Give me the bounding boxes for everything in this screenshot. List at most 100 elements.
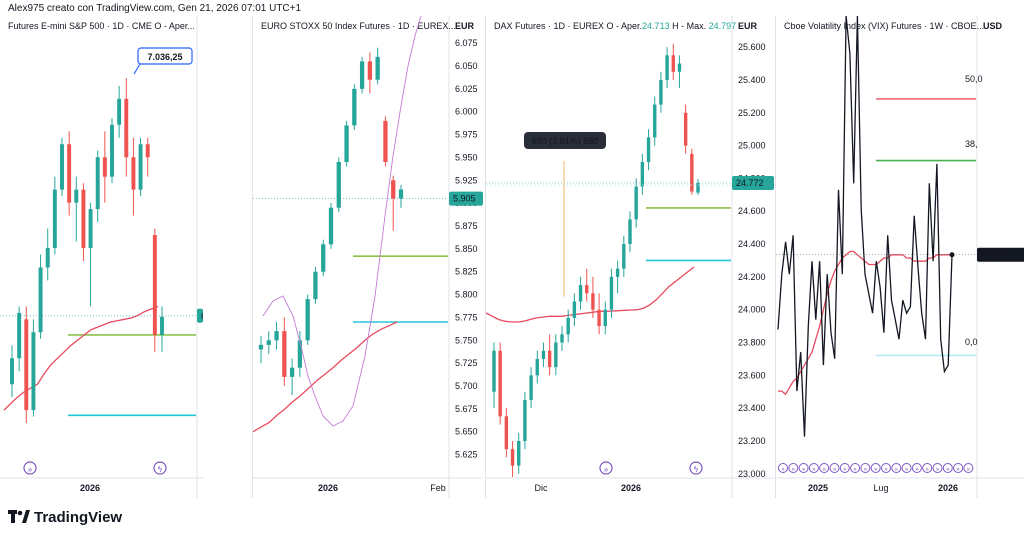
x-tick-label: Feb bbox=[430, 483, 446, 493]
candle-body bbox=[145, 144, 150, 158]
chart-panel-vix[interactable]: Cboe Volatility Index (VIX) Futures · 1W… bbox=[775, 16, 1024, 498]
chart-panel-sp500[interactable]: Futures E-mini S&P 500 · 1D · CME O - Ap… bbox=[0, 16, 203, 498]
last-price-label: 6.852,75 bbox=[201, 311, 203, 321]
candle-body bbox=[529, 375, 533, 400]
y-tick-label: 5.825 bbox=[455, 267, 478, 277]
candle-body bbox=[510, 449, 515, 466]
split-event-icon bbox=[689, 461, 703, 475]
x-tick-label: Lug bbox=[873, 483, 888, 493]
candle-body bbox=[615, 268, 620, 277]
dividend-event-icon bbox=[23, 461, 37, 475]
chart-svg-eurostoxx: EURO STOXX 50 Index Futures · 1D · EUREX… bbox=[253, 16, 483, 498]
price-callout-pointer bbox=[133, 63, 141, 75]
candle-body bbox=[160, 316, 164, 335]
candle-body bbox=[603, 309, 607, 327]
vix-price-line bbox=[777, 16, 953, 437]
event-marker-icon bbox=[778, 463, 788, 473]
candle-body bbox=[391, 180, 396, 199]
event-marker-icon: » bbox=[874, 467, 878, 473]
price-callout-label: 7.036,25 bbox=[147, 52, 182, 62]
y-tick-label: 6.000 bbox=[455, 107, 478, 117]
event-marker-icon bbox=[788, 463, 799, 473]
event-marker-icon bbox=[860, 463, 871, 473]
last-price-tag bbox=[732, 176, 774, 191]
event-marker-icon: » bbox=[843, 467, 847, 473]
x-tick-label: Dic bbox=[535, 483, 548, 493]
y-tick-label: 25.400 bbox=[738, 75, 766, 85]
candle-body bbox=[566, 317, 570, 335]
candle-body bbox=[517, 440, 521, 466]
candle-body bbox=[52, 189, 57, 248]
candle-body bbox=[498, 350, 502, 417]
candle-body bbox=[328, 207, 334, 245]
dividend-event-icon bbox=[599, 461, 613, 475]
candle-body bbox=[628, 219, 632, 245]
event-marker-icon bbox=[870, 463, 881, 473]
y-tick-label: 6.050 bbox=[455, 61, 478, 71]
chart-panel-dax[interactable]: DAX Futures · 1D · EUREX O - Aper.24.713… bbox=[485, 16, 774, 498]
x-tick-label: 2026 bbox=[80, 483, 100, 493]
candle-body bbox=[367, 61, 373, 80]
candle-body bbox=[289, 367, 295, 377]
y-tick-label: 5.625 bbox=[455, 450, 478, 460]
candle-body bbox=[547, 350, 552, 368]
brand-logo[interactable]: TradingView bbox=[8, 506, 122, 528]
title-value: H - Max. bbox=[670, 21, 707, 31]
x-tick-label: 2026 bbox=[938, 483, 958, 493]
event-marker-icon bbox=[911, 463, 922, 473]
event-marker-icon: » bbox=[946, 467, 950, 473]
candle-body bbox=[336, 162, 341, 208]
event-marker-icon bbox=[829, 463, 840, 473]
candle-body bbox=[60, 144, 64, 190]
y-tick-label: 25.600 bbox=[738, 42, 766, 52]
dividend-event-icon: » bbox=[604, 465, 609, 474]
candle-body bbox=[88, 209, 93, 248]
last-price-label: 19,800 bbox=[981, 250, 1009, 260]
y-tick-label: 5.925 bbox=[455, 175, 478, 185]
candle-body bbox=[95, 157, 100, 210]
candle-body bbox=[398, 189, 404, 199]
event-marker-icon: » bbox=[926, 467, 930, 473]
candle-body bbox=[560, 334, 564, 343]
split-event-icon: ϟ bbox=[694, 465, 699, 474]
y-tick-label: 23.600 bbox=[738, 370, 766, 380]
y-tick-label: 5.725 bbox=[455, 358, 478, 368]
candle-body bbox=[321, 244, 326, 272]
price-unit: EUR bbox=[455, 21, 475, 31]
candle-body bbox=[258, 344, 264, 350]
brand-name: TradingView bbox=[34, 508, 123, 526]
candle-body bbox=[609, 276, 614, 310]
candle-body bbox=[81, 189, 86, 248]
candle-body bbox=[690, 153, 694, 192]
event-marker-icon bbox=[963, 463, 974, 473]
event-marker-icon bbox=[881, 463, 891, 473]
chart-panel-eurostoxx[interactable]: EURO STOXX 50 Index Futures · 1D · EUREX… bbox=[252, 16, 483, 498]
price-unit: USD bbox=[983, 21, 1003, 31]
candle-body bbox=[117, 98, 122, 125]
moving-average-line bbox=[486, 266, 695, 323]
candle-body bbox=[375, 56, 380, 80]
event-marker-icon: » bbox=[905, 467, 909, 473]
tradingview-logo-icon bbox=[8, 510, 30, 523]
y-tick-label: 6.025 bbox=[455, 84, 478, 94]
price-callout-box bbox=[137, 47, 193, 65]
event-marker-icon bbox=[808, 463, 819, 473]
candle-body bbox=[17, 312, 22, 359]
candle-body bbox=[504, 416, 509, 450]
chart-title: EURO STOXX 50 Index Futures · 1D · EUREX… bbox=[261, 21, 456, 31]
event-marker-icon: » bbox=[956, 467, 960, 473]
candle-body bbox=[344, 125, 349, 162]
candle-body bbox=[646, 137, 651, 162]
y-tick-label: 24.600 bbox=[738, 206, 766, 216]
event-marker-icon bbox=[942, 463, 953, 473]
candle-body bbox=[10, 358, 14, 385]
candle-body bbox=[124, 98, 129, 158]
candle-body bbox=[266, 340, 271, 345]
event-marker-icon bbox=[819, 463, 830, 473]
y-tick-label: 23.200 bbox=[738, 436, 766, 446]
event-marker-icon bbox=[932, 463, 943, 473]
y-tick-label: 25.200 bbox=[738, 108, 766, 118]
candle-body bbox=[535, 358, 539, 376]
last-price-dot bbox=[949, 252, 955, 258]
fib-level-label: 38, bbox=[965, 139, 978, 149]
